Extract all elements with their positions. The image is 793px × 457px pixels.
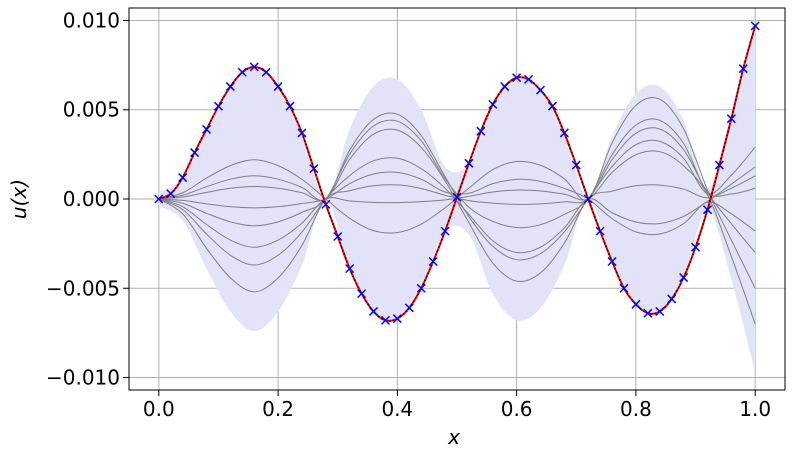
data-point — [345, 264, 355, 274]
data-point — [225, 82, 235, 92]
sample-line — [158, 157, 756, 266]
data-point — [547, 101, 557, 111]
data-point — [237, 67, 247, 77]
data-point — [643, 308, 653, 318]
data-point — [249, 62, 259, 72]
data-point — [190, 148, 200, 158]
data-point — [571, 160, 581, 170]
x-tick-label: 1.0 — [739, 397, 771, 421]
data-point — [738, 64, 748, 74]
data-point — [166, 189, 176, 199]
data-point — [285, 101, 295, 111]
data-point — [273, 82, 283, 92]
y-tick-label: −0.005 — [46, 276, 120, 300]
sample-line — [158, 150, 756, 325]
data-point — [440, 226, 450, 236]
data-point — [476, 126, 486, 136]
data-point — [321, 199, 331, 209]
data-point — [428, 256, 438, 267]
data-point — [213, 101, 223, 111]
data-point — [655, 306, 665, 316]
data-point — [726, 114, 736, 124]
data-point — [535, 85, 546, 95]
data-point — [380, 315, 390, 325]
data-point — [714, 160, 724, 170]
y-tick-label: 0.000 — [63, 187, 120, 211]
data-point — [691, 242, 701, 252]
data-point — [524, 74, 534, 84]
x-tick-label: 0.6 — [501, 397, 533, 421]
data-point — [178, 173, 188, 183]
data-point — [261, 67, 271, 77]
data-point — [464, 158, 474, 168]
plot-frame — [128, 7, 786, 391]
y-tick-label: −0.010 — [46, 366, 120, 390]
data-point — [607, 256, 617, 267]
y-tick-label: 0.005 — [63, 98, 120, 122]
x-axis-label: x — [447, 425, 460, 449]
data-point — [452, 192, 462, 202]
data-point — [297, 128, 307, 138]
data-point — [201, 124, 212, 134]
data-point — [357, 289, 367, 299]
data-point — [595, 226, 605, 236]
data-point — [631, 299, 641, 309]
data-point — [619, 283, 629, 293]
x-tick-label: 0.4 — [381, 397, 413, 421]
data-point — [333, 231, 343, 242]
data-point — [488, 99, 498, 109]
data-point — [154, 194, 164, 204]
data-point — [500, 82, 510, 92]
data-point — [404, 303, 414, 313]
data-point — [750, 21, 760, 31]
x-tick-label: 0.0 — [143, 397, 175, 421]
data-point — [667, 294, 677, 304]
x-tick-label: 0.8 — [620, 397, 652, 421]
data-point — [559, 128, 569, 138]
data-point — [416, 283, 426, 293]
data-point — [679, 273, 689, 283]
y-axis-label: u(x) — [7, 179, 31, 219]
y-tick-label: 0.010 — [63, 8, 120, 32]
data-point — [583, 194, 593, 204]
data-point — [392, 314, 402, 324]
x-tick-label: 0.2 — [262, 397, 294, 421]
data-point — [512, 73, 522, 83]
data-point — [702, 205, 713, 215]
data-point — [368, 306, 379, 316]
data-point — [309, 164, 319, 174]
